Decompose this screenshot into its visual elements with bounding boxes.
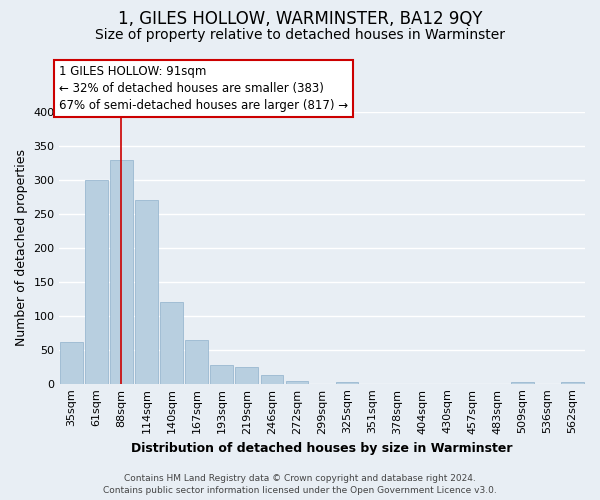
Bar [511,382,533,384]
Text: Size of property relative to detached houses in Warminster: Size of property relative to detached ho… [95,28,505,42]
Bar [110,160,133,384]
Text: Contains HM Land Registry data © Crown copyright and database right 2024.
Contai: Contains HM Land Registry data © Crown c… [103,474,497,495]
Bar [561,382,584,384]
Bar [211,366,233,384]
X-axis label: Distribution of detached houses by size in Warminster: Distribution of detached houses by size … [131,442,512,455]
Bar [235,366,258,384]
Bar [336,382,358,384]
Text: 1 GILES HOLLOW: 91sqm
← 32% of detached houses are smaller (383)
67% of semi-det: 1 GILES HOLLOW: 91sqm ← 32% of detached … [59,65,348,112]
Bar [260,375,283,384]
Bar [135,200,158,384]
Bar [160,302,183,384]
Bar [60,342,83,384]
Y-axis label: Number of detached properties: Number of detached properties [15,150,28,346]
Text: 1, GILES HOLLOW, WARMINSTER, BA12 9QY: 1, GILES HOLLOW, WARMINSTER, BA12 9QY [118,10,482,28]
Bar [85,180,108,384]
Bar [185,340,208,384]
Bar [286,381,308,384]
